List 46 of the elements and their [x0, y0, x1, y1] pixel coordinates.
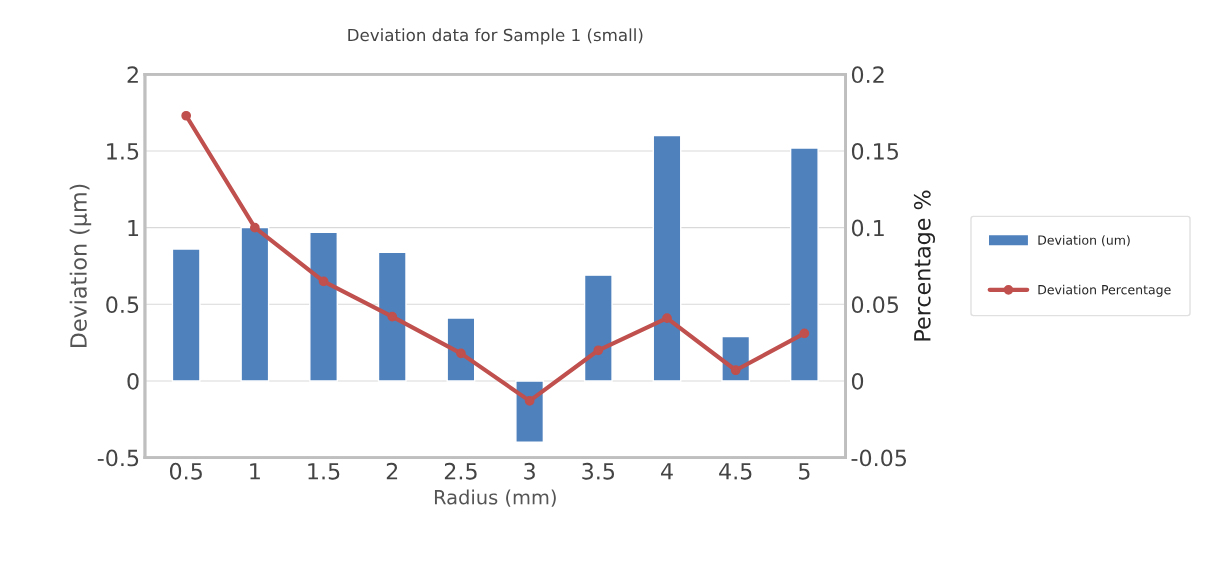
y2-tick-label: -0.05: [851, 449, 907, 467]
point: [730, 365, 741, 376]
point: [662, 313, 672, 323]
point: [387, 311, 398, 322]
x-tick-label: 5: [799, 463, 810, 480]
y-tick-label: -0.5: [97, 449, 139, 467]
point: [181, 110, 192, 121]
y2-tick-label: 0.2: [851, 66, 884, 84]
x-tick-label: 4: [661, 463, 673, 480]
point: [456, 348, 466, 359]
point: [250, 222, 260, 233]
bar: [171, 248, 201, 382]
bar: [240, 226, 270, 382]
y2-axis-title: Percentage %: [913, 190, 936, 341]
y-tick-label: 0.5: [106, 296, 139, 314]
x-tick-label: 4.5: [719, 463, 752, 480]
x-tick-label: 2: [386, 462, 398, 480]
bar: [652, 134, 682, 382]
bar: [377, 251, 407, 382]
bar: [309, 231, 338, 382]
y2-tick-label: 0.15: [851, 142, 898, 160]
x-tick-label: 2.5: [444, 462, 477, 480]
y2-tick-label: 0: [851, 372, 864, 390]
y2-tick-label: 0.05: [851, 296, 898, 314]
y-tick-label: 2: [127, 66, 138, 83]
bar: [583, 274, 613, 382]
point: [318, 276, 329, 287]
bar: [446, 317, 476, 382]
y-axis-title: Deviation (μm): [69, 184, 92, 348]
x-tick-label: 0.5: [169, 462, 202, 480]
point: [593, 345, 604, 356]
y2-tick-label: 0.1: [851, 219, 884, 237]
bar: [789, 147, 819, 382]
y-tick-label: 1.5: [107, 143, 139, 160]
legend-label: Deviation Percentage: [1038, 284, 1171, 297]
x-tick-label: 3: [524, 462, 535, 480]
x-axis-title: Radius (mm): [434, 489, 556, 507]
point: [799, 328, 810, 339]
point: [524, 396, 535, 406]
legend-label: Deviation (um): [1038, 235, 1130, 247]
y-tick-label: 1: [128, 219, 139, 237]
y-tick-label: 0: [127, 372, 139, 390]
chart-title: Deviation data for Sample 1 (small): [348, 28, 643, 45]
x-tick-label: 1.5: [308, 463, 340, 480]
x-tick-label: 3.5: [582, 462, 615, 480]
x-tick-label: 1: [250, 463, 260, 480]
